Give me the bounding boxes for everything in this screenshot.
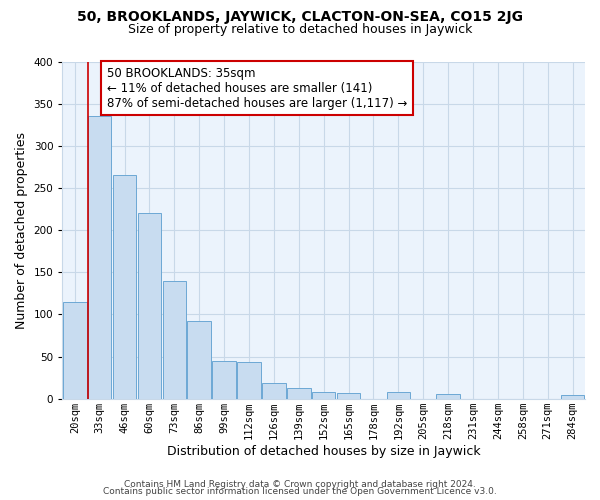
Bar	[561, 396, 584, 398]
Bar	[287, 388, 311, 398]
Bar	[386, 392, 410, 398]
Bar	[312, 392, 335, 398]
Bar	[113, 176, 136, 398]
Y-axis label: Number of detached properties: Number of detached properties	[15, 132, 28, 328]
Bar	[237, 362, 261, 398]
Bar	[212, 360, 236, 399]
Bar	[88, 116, 112, 398]
Bar	[436, 394, 460, 398]
Text: 50 BROOKLANDS: 35sqm
← 11% of detached houses are smaller (141)
87% of semi-deta: 50 BROOKLANDS: 35sqm ← 11% of detached h…	[107, 66, 407, 110]
Text: Size of property relative to detached houses in Jaywick: Size of property relative to detached ho…	[128, 22, 472, 36]
Text: Contains HM Land Registry data © Crown copyright and database right 2024.: Contains HM Land Registry data © Crown c…	[124, 480, 476, 489]
Bar	[163, 280, 186, 398]
Text: Contains public sector information licensed under the Open Government Licence v3: Contains public sector information licen…	[103, 487, 497, 496]
Bar	[262, 382, 286, 398]
Text: 50, BROOKLANDS, JAYWICK, CLACTON-ON-SEA, CO15 2JG: 50, BROOKLANDS, JAYWICK, CLACTON-ON-SEA,…	[77, 10, 523, 24]
Bar	[137, 213, 161, 398]
Bar	[337, 393, 361, 398]
X-axis label: Distribution of detached houses by size in Jaywick: Distribution of detached houses by size …	[167, 444, 481, 458]
Bar	[63, 302, 86, 398]
Bar	[187, 321, 211, 398]
